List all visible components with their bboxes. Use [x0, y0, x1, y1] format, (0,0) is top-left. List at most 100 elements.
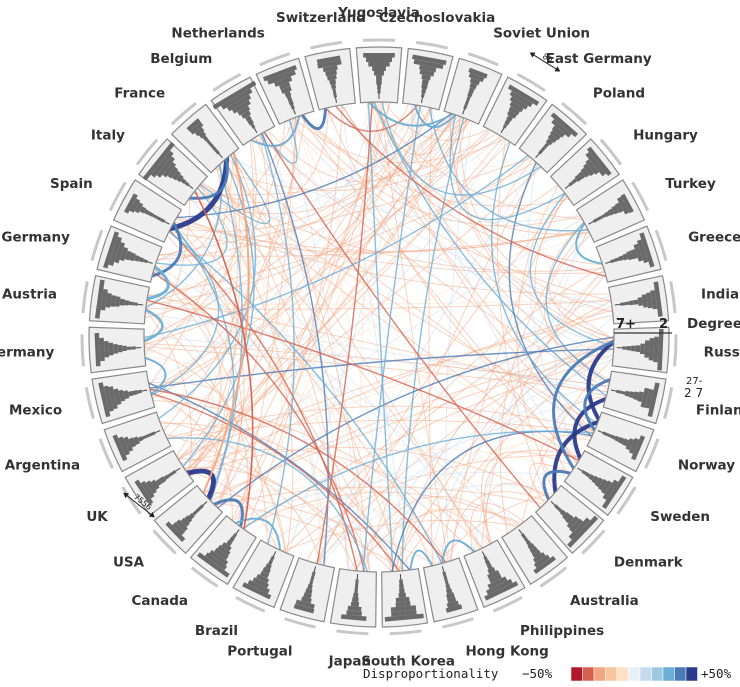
chord-link [411, 103, 464, 167]
country-cell-argentina [98, 411, 172, 473]
chord-link [152, 271, 366, 573]
country-cell-austria [81, 274, 151, 325]
russia-scale-top: 27- [686, 376, 703, 387]
chord-link [230, 448, 572, 520]
degree-histogram [242, 551, 277, 600]
chord-link [586, 339, 616, 422]
country-label-greece: Greece [688, 230, 740, 246]
degree-histogram [384, 573, 424, 622]
chord-link [199, 152, 271, 225]
chord-link [244, 104, 343, 531]
legend-swatch [639, 666, 652, 682]
chord-link [326, 107, 580, 461]
chord-link [147, 161, 537, 297]
degree-histogram [412, 54, 447, 103]
chord-link [220, 162, 546, 504]
degree-histogram [293, 566, 317, 614]
degree-histogram [340, 573, 367, 621]
degree-histogram [535, 112, 579, 159]
chord-link [234, 517, 282, 552]
legend-max-label: +50% [701, 666, 732, 681]
country-label-soviet-union: Soviet Union [493, 26, 590, 42]
country-label-france: France [114, 85, 165, 101]
chord-link [150, 392, 401, 572]
country-label-belgium: Belgium [150, 51, 212, 67]
country-cell-belgium [210, 72, 276, 147]
chord-link [548, 221, 615, 339]
chord-link [164, 433, 393, 573]
country-cell-soviet-union [443, 52, 503, 125]
legend-swatch [593, 666, 606, 682]
chord-link [480, 451, 576, 544]
chord-link [143, 154, 529, 339]
chord-link [168, 155, 230, 232]
chord-link [211, 502, 406, 572]
chord-link [575, 222, 604, 265]
country-cell-sweden [563, 449, 637, 517]
degree-annotation: 7+ 2 Degree 27- 2 7 [614, 316, 740, 400]
country-label-portugal: Portugal [227, 643, 292, 659]
chord-link [147, 382, 411, 571]
country-label-mexico: Mexico [9, 402, 62, 418]
chord-link [428, 107, 433, 567]
country-cell-greece [595, 225, 668, 283]
chord-link [491, 141, 599, 425]
chord-link [158, 252, 327, 567]
chord-link [401, 117, 465, 572]
degree-histogram [616, 328, 664, 371]
russia-scale-bottom: 2 7 [684, 386, 703, 400]
chord-link [335, 105, 607, 278]
country-cell-brazil [232, 539, 295, 613]
country-label-turkey: Turkey [665, 176, 716, 192]
chord-link [144, 165, 238, 319]
country-cell-usa [152, 484, 224, 555]
legend-swatch [605, 666, 618, 682]
chord-link [552, 339, 616, 471]
chord-link [242, 430, 595, 530]
country-cell-east-germany [482, 72, 548, 147]
chord-link [144, 356, 515, 530]
country-label-germany: Germany [0, 345, 55, 361]
country-label-india: India [701, 286, 739, 302]
chord-link [226, 157, 595, 432]
degree-histogram [614, 281, 663, 317]
chord-link [151, 263, 210, 400]
chord-link [200, 490, 437, 566]
degree-histogram [197, 529, 240, 578]
legend-swatch [685, 666, 698, 682]
country-cell-hong-kong [422, 557, 479, 629]
chord-link [519, 192, 591, 253]
chord-link [583, 378, 612, 432]
chord-link [186, 306, 613, 474]
legend-swatch [674, 666, 687, 682]
country-cell-france [170, 101, 240, 174]
chord-link [445, 120, 473, 562]
chord-link [268, 128, 351, 571]
degree-histogram [363, 53, 395, 99]
country-label-netherlands: Netherlands [171, 26, 264, 42]
country-label-switzerland: Switzerland [276, 10, 366, 26]
chord-link [529, 463, 571, 505]
legend-swatch [616, 666, 629, 682]
degree-histogram [500, 84, 540, 133]
chord-link [529, 192, 615, 348]
chord-link [301, 114, 581, 227]
country-cell-india [607, 274, 677, 325]
country-label-czechoslovakia: Czechoslovakia [379, 10, 495, 26]
chord-link [176, 161, 238, 457]
chord-link [527, 162, 581, 460]
country-cell-south-korea [381, 567, 429, 636]
chord-link [217, 336, 615, 509]
chord-link [253, 116, 296, 148]
degree-histogram [577, 467, 627, 509]
chord-link [266, 391, 608, 545]
chord-link [286, 120, 365, 573]
chord-link [188, 156, 229, 200]
chord-link [319, 358, 614, 565]
chord-link [182, 158, 255, 468]
chord-link [180, 448, 483, 549]
chord-link [231, 471, 569, 521]
chord-link [215, 135, 502, 192]
country-cell-denmark [534, 484, 606, 555]
